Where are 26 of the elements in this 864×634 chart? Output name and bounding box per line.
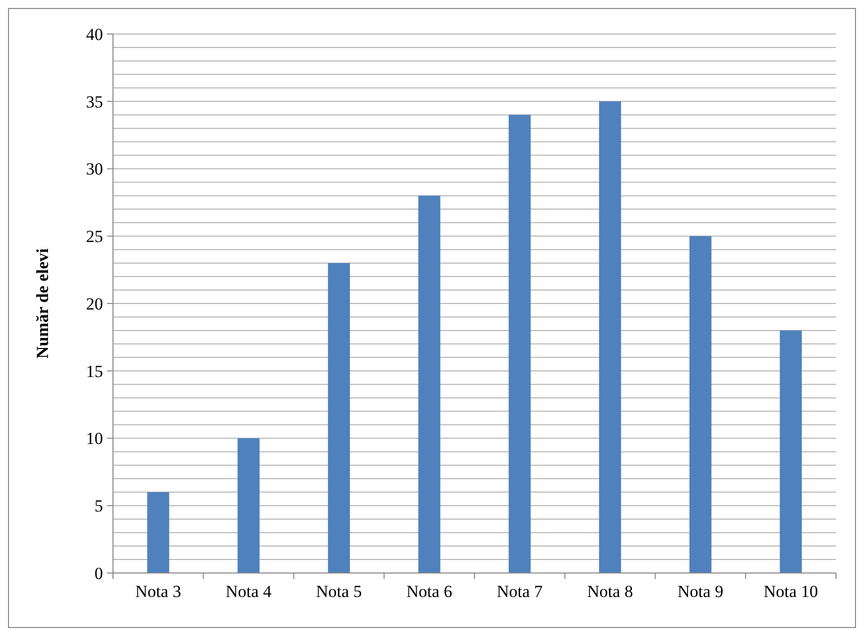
- x-tick-label: Nota 3: [135, 582, 182, 601]
- y-tick-label: 10: [86, 429, 103, 448]
- y-tick-label: 25: [86, 227, 103, 246]
- x-tick-label: Nota 4: [226, 582, 272, 601]
- x-tick-label: Nota 8: [587, 582, 633, 601]
- y-tick-label: 35: [86, 92, 103, 112]
- y-tick-label: 15: [86, 362, 103, 381]
- y-tick-label: 40: [86, 24, 103, 44]
- y-tick-label: 30: [86, 160, 103, 179]
- bar: [689, 236, 712, 573]
- bar: [147, 492, 170, 573]
- bar: [780, 330, 802, 573]
- y-tick-label: 5: [94, 496, 103, 516]
- bar: [328, 263, 350, 573]
- bar: [418, 196, 440, 573]
- x-tick-label: Nota 9: [678, 582, 724, 601]
- y-axis-title: Număr de elevi: [33, 248, 52, 359]
- x-tick-label: Nota 6: [406, 582, 452, 601]
- x-tick-label: Nota 7: [496, 582, 544, 601]
- y-tick-label: 0: [94, 564, 103, 583]
- x-tick-label: Nota 5: [316, 582, 362, 601]
- bar: [238, 438, 260, 573]
- y-tick-label: 20: [86, 294, 103, 314]
- x-tick-label: Nota 10: [764, 582, 818, 601]
- bar: [599, 101, 622, 573]
- bar: [508, 114, 531, 573]
